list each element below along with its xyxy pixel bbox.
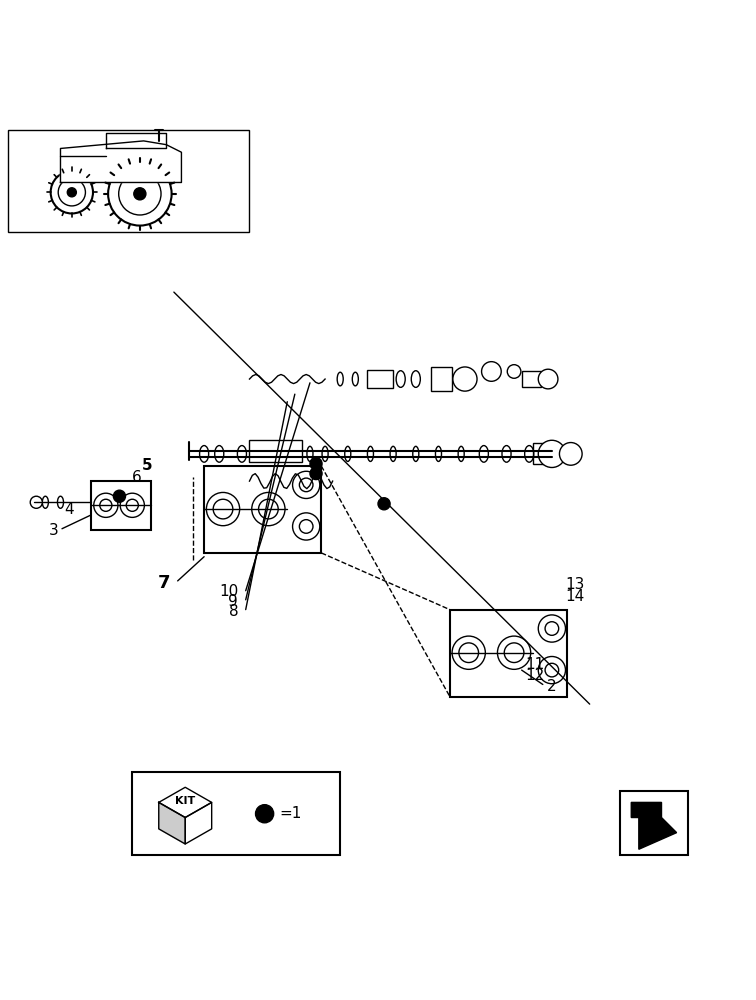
- Circle shape: [206, 492, 240, 526]
- Text: KIT: KIT: [175, 796, 195, 806]
- Circle shape: [538, 615, 565, 642]
- Ellipse shape: [337, 372, 343, 386]
- Ellipse shape: [479, 446, 488, 462]
- Ellipse shape: [345, 446, 351, 461]
- Ellipse shape: [396, 371, 405, 387]
- Bar: [522, 371, 541, 387]
- Bar: [431, 367, 452, 391]
- Circle shape: [126, 499, 138, 511]
- Bar: [132, 772, 340, 855]
- Circle shape: [100, 499, 112, 511]
- Text: 8: 8: [228, 604, 238, 619]
- Ellipse shape: [502, 446, 511, 462]
- Ellipse shape: [237, 446, 246, 462]
- Ellipse shape: [42, 496, 48, 508]
- Polygon shape: [631, 802, 677, 849]
- Circle shape: [299, 520, 313, 533]
- Circle shape: [545, 663, 559, 677]
- Circle shape: [293, 513, 320, 540]
- Circle shape: [559, 443, 582, 465]
- Text: 3: 3: [49, 523, 59, 538]
- Text: 10: 10: [219, 584, 238, 599]
- Ellipse shape: [367, 446, 373, 461]
- Text: 6: 6: [132, 470, 142, 485]
- Circle shape: [459, 643, 479, 663]
- Circle shape: [119, 173, 161, 215]
- Circle shape: [310, 458, 322, 470]
- Circle shape: [134, 188, 146, 200]
- Circle shape: [252, 492, 285, 526]
- Circle shape: [452, 636, 485, 669]
- Circle shape: [120, 493, 144, 517]
- Ellipse shape: [413, 446, 419, 461]
- Circle shape: [310, 467, 322, 480]
- Text: 4: 4: [64, 502, 74, 517]
- Ellipse shape: [57, 496, 64, 508]
- Bar: [91, 481, 151, 530]
- Circle shape: [51, 171, 93, 213]
- Text: 7: 7: [157, 574, 170, 592]
- Circle shape: [108, 162, 172, 226]
- Circle shape: [256, 805, 274, 823]
- Ellipse shape: [352, 372, 358, 386]
- Ellipse shape: [322, 446, 328, 461]
- Bar: [204, 466, 321, 553]
- Circle shape: [507, 365, 521, 378]
- Circle shape: [213, 499, 233, 519]
- Text: 12: 12: [525, 668, 544, 683]
- Text: =1: =1: [280, 806, 302, 821]
- Circle shape: [545, 622, 559, 635]
- Circle shape: [113, 490, 125, 502]
- Circle shape: [259, 499, 278, 519]
- Bar: [249, 440, 302, 462]
- Circle shape: [293, 471, 320, 498]
- Polygon shape: [60, 141, 181, 182]
- Circle shape: [453, 367, 477, 391]
- Circle shape: [378, 498, 390, 510]
- Ellipse shape: [200, 446, 209, 462]
- Circle shape: [299, 478, 313, 492]
- Circle shape: [30, 496, 42, 508]
- Polygon shape: [106, 133, 166, 148]
- Text: 14: 14: [565, 589, 584, 604]
- Bar: [533, 443, 547, 464]
- Circle shape: [538, 440, 565, 467]
- Ellipse shape: [411, 371, 420, 387]
- Ellipse shape: [215, 446, 224, 462]
- Circle shape: [58, 179, 85, 206]
- Text: 2: 2: [547, 679, 556, 694]
- Bar: [8, 130, 249, 232]
- Bar: [450, 610, 567, 697]
- Bar: [367, 370, 393, 388]
- Bar: [620, 791, 688, 855]
- Ellipse shape: [307, 446, 313, 461]
- Circle shape: [504, 643, 524, 663]
- Ellipse shape: [390, 446, 396, 461]
- Ellipse shape: [458, 446, 464, 461]
- Polygon shape: [159, 802, 185, 844]
- Polygon shape: [185, 802, 212, 844]
- Circle shape: [94, 493, 118, 517]
- Text: 5: 5: [142, 458, 153, 473]
- Polygon shape: [159, 787, 212, 818]
- Circle shape: [67, 188, 76, 197]
- Text: 11: 11: [525, 657, 544, 672]
- Circle shape: [482, 362, 501, 381]
- Circle shape: [538, 369, 558, 389]
- Circle shape: [538, 656, 565, 684]
- Text: 9: 9: [228, 594, 238, 609]
- Circle shape: [497, 636, 531, 669]
- Ellipse shape: [435, 446, 442, 461]
- Ellipse shape: [525, 446, 534, 462]
- Text: 13: 13: [565, 577, 585, 592]
